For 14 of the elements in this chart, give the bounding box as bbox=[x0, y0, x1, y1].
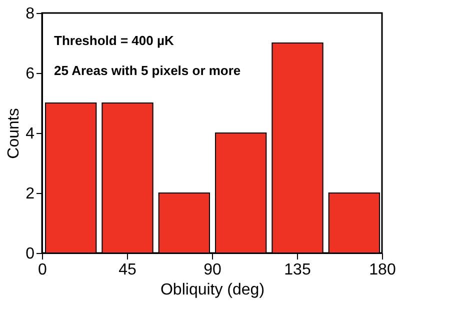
y-tick-label: 4 bbox=[26, 126, 35, 142]
annotation: 25 Areas with 5 pixels or more bbox=[54, 63, 241, 78]
x-tick-label: 0 bbox=[38, 262, 48, 278]
annotation: Threshold = 400 µK bbox=[54, 33, 174, 48]
x-axis-title: Obliquity (deg) bbox=[160, 282, 265, 298]
x-tick-label: 90 bbox=[204, 262, 222, 278]
y-tick-label: 8 bbox=[26, 6, 35, 22]
y-tick-label: 6 bbox=[26, 66, 35, 82]
x-tick-label: 180 bbox=[369, 262, 396, 278]
x-tick-label: 45 bbox=[118, 262, 136, 278]
y-tick-label: 0 bbox=[26, 246, 35, 262]
y-axis-title: Counts bbox=[6, 108, 23, 159]
y-tick-label: 2 bbox=[26, 186, 35, 202]
x-tick-label: 135 bbox=[284, 262, 311, 278]
